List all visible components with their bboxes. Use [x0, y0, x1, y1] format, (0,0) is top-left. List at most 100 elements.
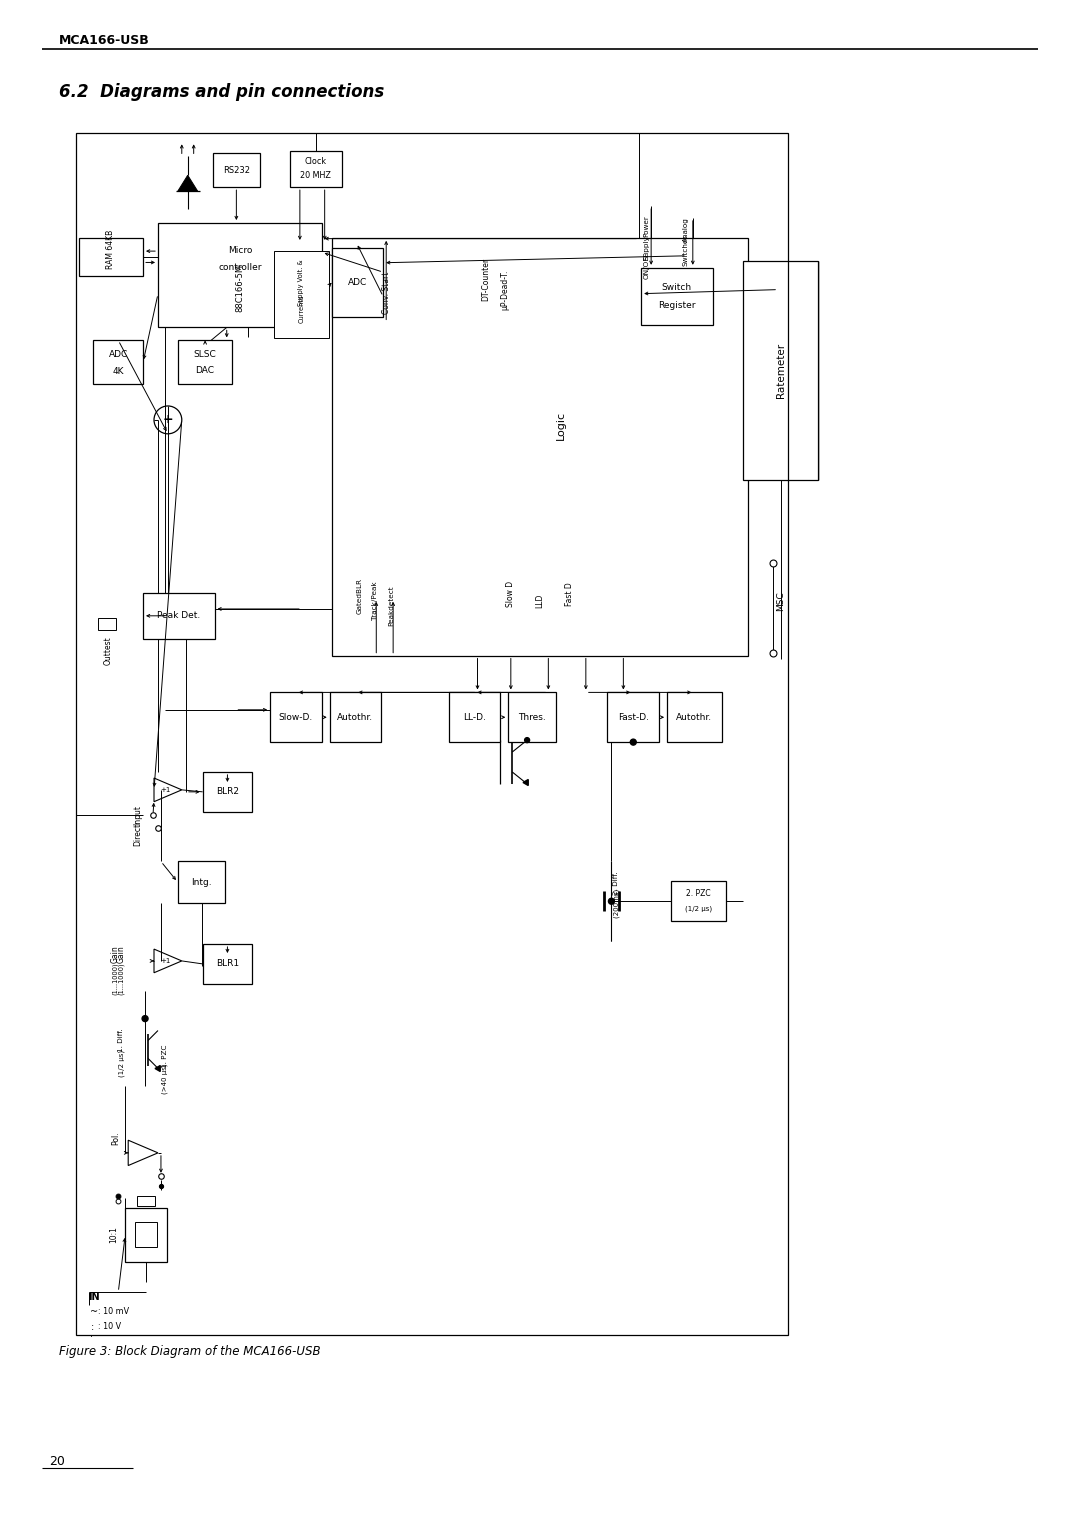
Text: Supply: Supply: [644, 235, 649, 260]
Bar: [178, 862, 226, 903]
Bar: [79, 238, 143, 275]
Text: : 10 V: : 10 V: [98, 1322, 122, 1331]
Text: : 10 mV: : 10 mV: [98, 1308, 130, 1317]
Bar: [332, 248, 383, 318]
Text: Switches: Switches: [683, 234, 689, 266]
Text: (>40 µs): (>40 µs): [162, 1063, 168, 1094]
Bar: [203, 772, 253, 811]
Text: Micro: Micro: [228, 246, 252, 255]
Text: Outtest: Outtest: [104, 636, 112, 665]
Text: MSC: MSC: [775, 591, 785, 611]
Circle shape: [143, 1016, 148, 1022]
Text: ADC: ADC: [109, 350, 127, 359]
Text: Conv. Start: Conv. Start: [381, 272, 391, 313]
Bar: [642, 267, 713, 325]
Bar: [667, 692, 721, 743]
Text: 2. PZC: 2. PZC: [686, 889, 711, 898]
Text: (1...1000): (1...1000): [112, 963, 119, 995]
Text: ~: ~: [91, 1306, 98, 1317]
Text: RAM 64KB: RAM 64KB: [106, 231, 116, 269]
Text: Logic: Logic: [556, 411, 566, 440]
Text: Peak Det.: Peak Det.: [158, 611, 201, 620]
Text: Intg.: Intg.: [191, 879, 212, 886]
Text: controller: controller: [218, 263, 261, 272]
Bar: [329, 692, 381, 743]
Bar: [76, 133, 788, 1335]
Text: BLR2: BLR2: [216, 787, 239, 796]
Bar: [125, 1207, 167, 1262]
Text: (200 ns): (200 ns): [613, 889, 620, 918]
Text: Switch: Switch: [662, 283, 692, 292]
Text: SLSC: SLSC: [193, 350, 216, 359]
Bar: [203, 944, 253, 984]
Bar: [143, 593, 215, 639]
Text: ADC: ADC: [348, 278, 367, 287]
Text: Ratemeter: Ratemeter: [775, 342, 785, 397]
Bar: [509, 692, 556, 743]
Bar: [135, 1222, 157, 1247]
Bar: [94, 341, 143, 384]
Circle shape: [525, 738, 529, 743]
Text: +1: +1: [161, 787, 171, 793]
Text: Fast-D.: Fast-D.: [618, 712, 649, 721]
Text: MCA166-USB: MCA166-USB: [58, 35, 149, 47]
Text: 6.2  Diagrams and pin connections: 6.2 Diagrams and pin connections: [58, 83, 384, 101]
Text: Thres.: Thres.: [518, 712, 545, 721]
Text: Analog: Analog: [683, 217, 689, 243]
Bar: [274, 251, 328, 338]
Text: 88C166-5M: 88C166-5M: [235, 263, 244, 312]
Bar: [137, 1195, 156, 1206]
Text: BLR1: BLR1: [216, 960, 239, 969]
Text: GatedBLR: GatedBLR: [356, 578, 363, 614]
Text: Direct: Direct: [134, 824, 143, 847]
Text: Track/Peak: Track/Peak: [373, 582, 378, 620]
Text: ON/OFF: ON/OFF: [644, 252, 649, 280]
Text: IN: IN: [89, 1293, 100, 1302]
Bar: [743, 261, 818, 480]
Text: .: .: [91, 1329, 94, 1339]
Text: 10:1: 10:1: [109, 1227, 118, 1244]
Text: +: +: [163, 414, 173, 426]
Text: RS232: RS232: [222, 165, 249, 174]
Bar: [448, 692, 500, 743]
Text: DT-Counter: DT-Counter: [481, 258, 490, 301]
Text: Register: Register: [658, 301, 696, 310]
Text: Power: Power: [644, 215, 649, 237]
Text: Autothr.: Autothr.: [676, 712, 713, 721]
Text: Clock: Clock: [305, 157, 327, 167]
Text: Gain: Gain: [111, 946, 120, 963]
Text: Currents: Currents: [298, 295, 305, 322]
Text: 1. Diff.: 1. Diff.: [118, 1028, 124, 1053]
Bar: [332, 238, 748, 656]
Text: (1/2 µs): (1/2 µs): [118, 1050, 124, 1077]
Circle shape: [631, 740, 636, 746]
Bar: [98, 617, 117, 630]
Circle shape: [608, 898, 615, 905]
Bar: [289, 151, 341, 186]
Bar: [158, 223, 322, 327]
Text: 4K: 4K: [112, 367, 124, 376]
Text: Autothr.: Autothr.: [337, 712, 374, 721]
Text: Slow-D.: Slow-D.: [279, 712, 313, 721]
Text: Figure 3: Block Diagram of the MCA166-USB: Figure 3: Block Diagram of the MCA166-US…: [58, 1345, 321, 1358]
Text: Input: Input: [134, 805, 143, 825]
Text: DAC: DAC: [195, 365, 215, 374]
Text: 20: 20: [49, 1455, 65, 1468]
Text: Pol.: Pol.: [111, 1131, 120, 1144]
Bar: [671, 882, 726, 921]
Text: LL-D.: LL-D.: [463, 712, 486, 721]
Text: 20 MHZ: 20 MHZ: [300, 171, 332, 180]
Text: 1. PZC: 1. PZC: [162, 1045, 167, 1068]
Bar: [178, 341, 232, 384]
Text: Peakdetect: Peakdetect: [388, 585, 394, 626]
Text: :: :: [91, 1322, 94, 1332]
Text: LLD: LLD: [536, 594, 544, 608]
Text: µP-Dead-T.: µP-Dead-T.: [501, 269, 510, 310]
Text: 2. Diff.: 2. Diff.: [613, 871, 620, 895]
Bar: [270, 692, 322, 743]
Bar: [213, 153, 260, 186]
Polygon shape: [178, 176, 198, 191]
Text: (1...1000): (1...1000): [118, 963, 124, 995]
Bar: [607, 692, 659, 743]
Text: +1: +1: [161, 958, 171, 964]
